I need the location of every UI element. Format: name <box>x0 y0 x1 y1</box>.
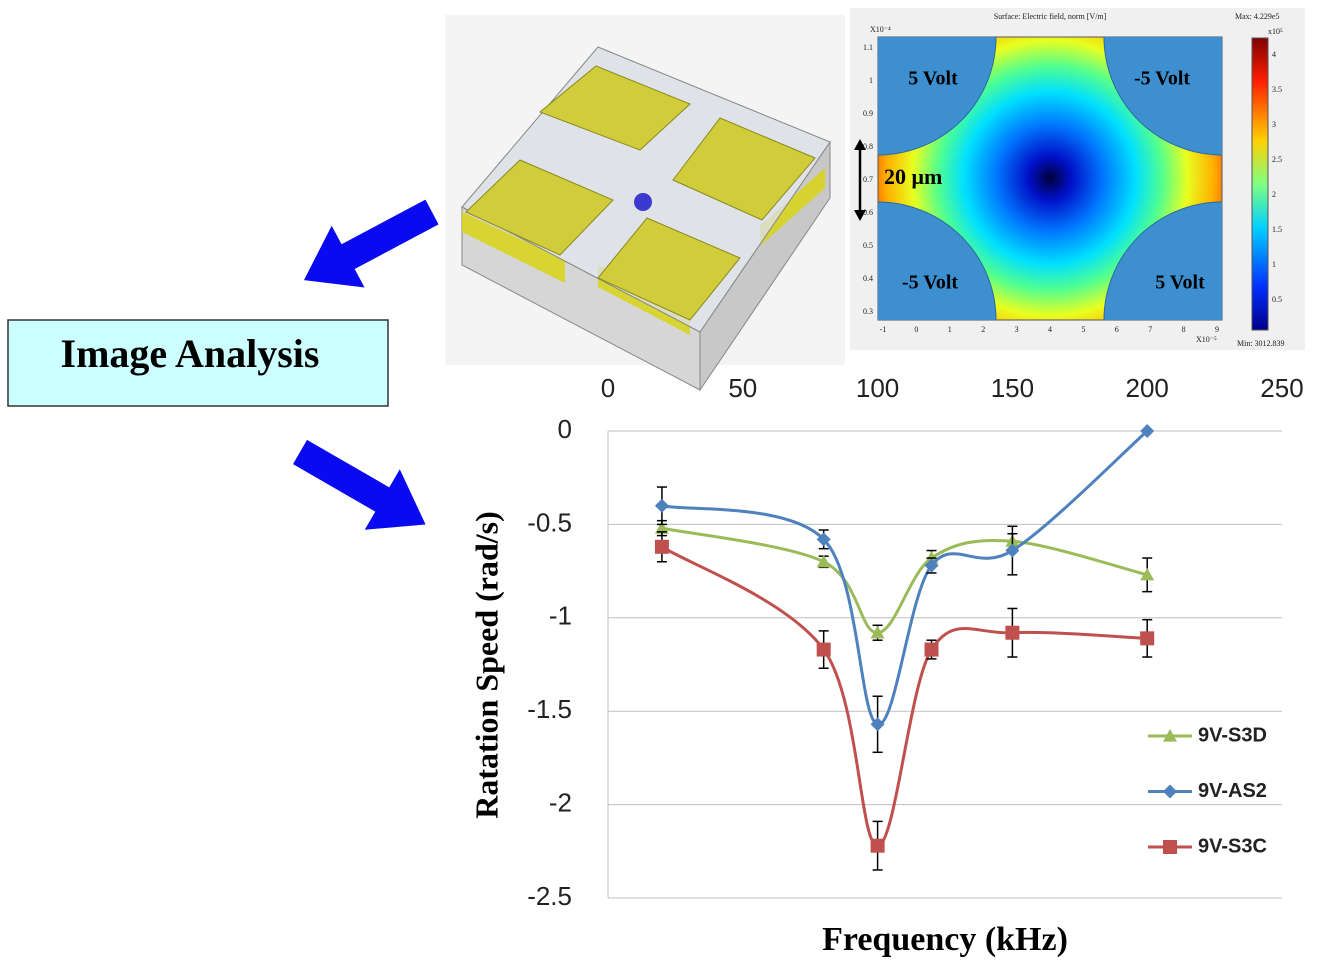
marker <box>817 643 831 657</box>
x-tick-label: 50 <box>728 373 757 403</box>
x-tick-label: 200 <box>1126 373 1169 403</box>
y-axis-label: Ratation Speed (rad/s) <box>468 511 504 819</box>
sim-y-tick-label: 0.9 <box>863 109 873 118</box>
electrode-label: -5 Volt <box>902 272 958 294</box>
legend-label: 9V-S3D <box>1198 724 1267 746</box>
arrow <box>288 181 449 311</box>
legend-entry: 9V-S3C <box>1148 835 1267 857</box>
sim-x-tick-label: 7 <box>1148 325 1152 334</box>
line <box>662 528 1147 633</box>
sim-x-tick-label: 8 <box>1182 325 1186 334</box>
marker <box>871 839 885 853</box>
sim-x-tick-label: 1 <box>948 325 952 334</box>
sim-x-tick-label: 3 <box>1015 325 1019 334</box>
sim-x-tick-label: 5 <box>1081 325 1085 334</box>
sim-y-tick-label: 0.7 <box>863 175 873 184</box>
colorbar-tick-label: 4 <box>1272 50 1276 59</box>
x-exponent: X10⁻⁵ <box>1196 335 1217 344</box>
figure: Image Analysis Surface: Electric field, … <box>0 0 1322 962</box>
colorbar-tick-label: 3.5 <box>1272 85 1282 94</box>
sim-y-tick-label: 1.1 <box>863 43 873 52</box>
x-tick-label: 0 <box>601 373 615 403</box>
colorbar-tick-label: 1.5 <box>1272 225 1282 234</box>
marker <box>925 643 939 657</box>
colorbar-tick-label: 2.5 <box>1272 155 1282 164</box>
colorbar-tick-label: 0.5 <box>1272 295 1282 304</box>
colorbar-tick-label: 2 <box>1272 190 1276 199</box>
x-tick-label: 250 <box>1260 373 1303 403</box>
marker <box>1005 626 1019 640</box>
legend-label: 9V-S3C <box>1198 835 1267 857</box>
sim-y-tick-label: 0.5 <box>863 241 873 250</box>
electrode-label: 5 Volt <box>1155 272 1205 294</box>
x-tick-label: 100 <box>856 373 899 403</box>
y-tick-label: -1 <box>549 601 572 631</box>
marker <box>1163 785 1177 799</box>
sim-y-tick-label: 0.6 <box>863 208 873 217</box>
marker <box>1140 631 1154 645</box>
marker <box>655 499 669 513</box>
electrode-label: 5 Volt <box>908 68 958 90</box>
sim-x-tick-label: -1 <box>880 325 887 334</box>
colorbar-exponent: x10⁵ <box>1268 27 1283 36</box>
sim-x-tick-label: 4 <box>1048 325 1052 334</box>
sim-x-tick-label: 9 <box>1215 325 1219 334</box>
y-tick-label: -1.5 <box>527 694 572 724</box>
legend-entry: 9V-S3D <box>1148 724 1267 746</box>
gap-label: 20 μm <box>884 164 942 189</box>
marker <box>1163 840 1177 854</box>
y-tick-label: -2 <box>549 787 572 817</box>
image-analysis-label: Image Analysis <box>61 331 320 376</box>
y-tick-label: 0 <box>558 414 572 444</box>
x-axis-label: Frequency (kHz) <box>822 921 1068 958</box>
x-tick-label: 150 <box>991 373 1034 403</box>
electrode-label: -5 Volt <box>1134 68 1190 90</box>
device-illustration <box>445 15 845 390</box>
sim-x-tick-label: 6 <box>1115 325 1119 334</box>
simulation-title: Surface: Electric field, norm [V/m] <box>994 12 1107 21</box>
series <box>655 532 1154 870</box>
legend-entry: 9V-AS2 <box>1148 780 1267 802</box>
legend-label: 9V-AS2 <box>1198 780 1267 802</box>
line <box>662 431 1147 724</box>
marker <box>655 540 669 554</box>
y-tick-label: -2.5 <box>527 881 572 911</box>
simulation-max: Max: 4.229e5 <box>1235 12 1279 21</box>
colorbar-tick-label: 1 <box>1272 260 1276 269</box>
line <box>662 547 1147 846</box>
sim-y-tick-label: 0.8 <box>863 142 873 151</box>
simulation-min: Min: 3012.839 <box>1237 339 1285 348</box>
y-tick-label: -0.5 <box>527 507 572 537</box>
sim-y-tick-label: 1 <box>869 76 873 85</box>
colorbar-tick-label: 3 <box>1272 120 1276 129</box>
sim-y-tick-label: 0.3 <box>863 307 873 316</box>
sim-x-tick-label: 2 <box>981 325 985 334</box>
arrow <box>283 422 444 555</box>
sim-x-tick-label: 0 <box>914 325 918 334</box>
sim-y-tick-label: 0.4 <box>863 274 873 283</box>
series <box>655 424 1154 752</box>
y-exponent: X10⁻⁴ <box>870 25 891 34</box>
